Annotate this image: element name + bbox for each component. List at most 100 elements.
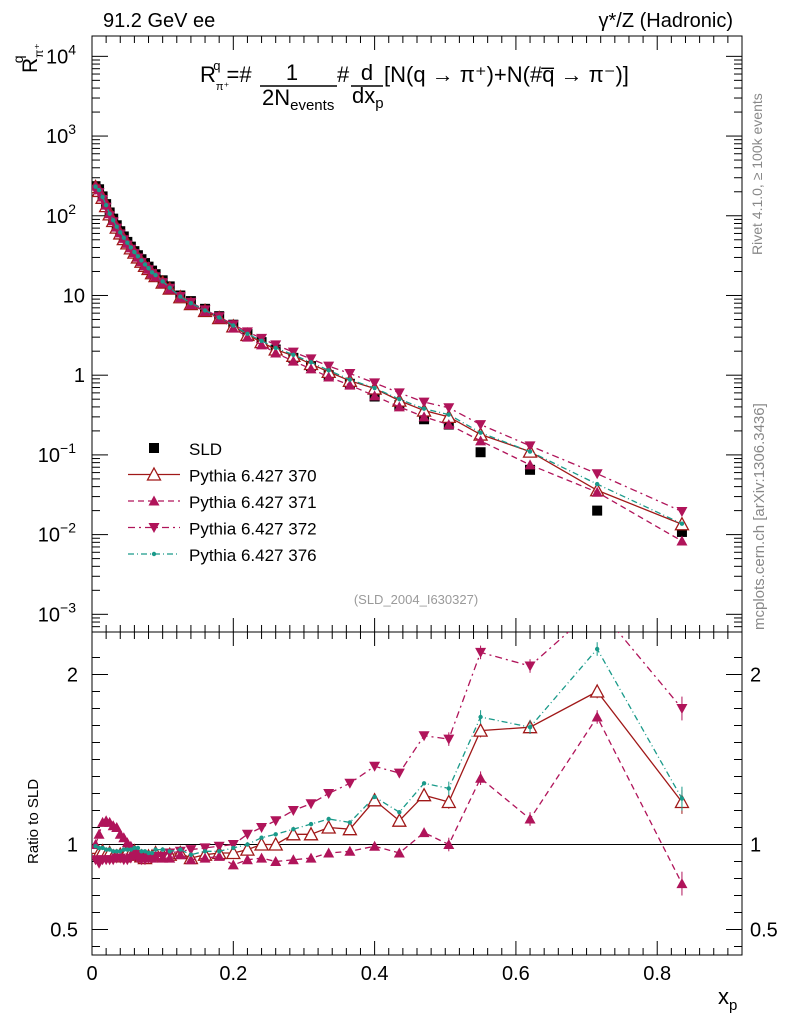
ratio-point: [157, 851, 169, 862]
data-point: [231, 323, 236, 328]
main-y-tick-label: 10−3: [38, 599, 76, 626]
ratio-point: [111, 822, 123, 832]
data-point: [128, 245, 134, 250]
data-point: [202, 308, 208, 313]
ratio-y-axis-label: Ratio to SLD: [25, 779, 42, 864]
tick-mantissa: 10: [38, 525, 60, 547]
ratio-point: [185, 845, 197, 856]
ratio-point: [342, 821, 358, 836]
ratio-point: [153, 847, 158, 852]
legend-marker: [149, 443, 159, 453]
ratio-point: [321, 819, 337, 834]
tick-mantissa: 10: [46, 126, 68, 148]
tick-mantissa: 1: [74, 365, 85, 387]
data-point: [135, 254, 141, 259]
legend-item: Pythia 6.427 372: [128, 520, 317, 539]
data-point: [287, 347, 299, 358]
data-point: [591, 486, 603, 497]
ratio-point: [589, 683, 605, 698]
legend-marker: [148, 523, 160, 533]
ratio-point: [103, 847, 109, 852]
ratio-point: [592, 602, 603, 612]
ratio-point: [367, 792, 383, 807]
ratio-point: [397, 810, 402, 815]
data-point: [97, 194, 109, 205]
data-point: [139, 258, 144, 263]
data-point: [524, 441, 536, 452]
data-point: [93, 188, 105, 199]
legend-label: SLD: [189, 440, 222, 459]
ratio-point: [213, 841, 225, 852]
x-tick-label: 0.4: [361, 963, 389, 985]
data-point: [475, 447, 486, 458]
data-point: [142, 262, 148, 267]
data-point: [259, 338, 264, 344]
title-frac1-num: 1: [286, 60, 298, 85]
data-point: [160, 279, 165, 284]
ratio-point: [93, 828, 105, 839]
series-pythia-6-427-371: [92, 180, 688, 546]
ratio-point: [142, 849, 148, 854]
data-point: [270, 340, 282, 351]
data-point: [676, 506, 688, 517]
ratio-point: [305, 799, 317, 810]
ratio-series-line: [95, 632, 683, 865]
data-point: [478, 430, 483, 435]
main-y-tick-label: 1: [74, 365, 85, 387]
ratio-point: [149, 850, 155, 856]
ratio-point: [287, 854, 299, 865]
ratio-point: [478, 714, 483, 720]
data-point: [125, 240, 130, 245]
title-frac2-den: dxp: [352, 83, 384, 112]
ratio-point: [676, 704, 688, 714]
legend-marker: [151, 551, 157, 557]
data-point: [418, 411, 430, 422]
legend-marker: [146, 466, 162, 481]
data-point: [93, 184, 98, 189]
ratio-point: [96, 845, 102, 851]
data-point: [592, 505, 603, 516]
ratio-y-tick-label-right: 1: [750, 835, 761, 857]
data-point: [393, 388, 405, 399]
x-tick-label: 0.2: [219, 963, 247, 985]
series-pythia-6-427-370: [92, 179, 690, 531]
ratio-point: [270, 816, 282, 827]
data-point: [344, 368, 356, 379]
analysis-id: (SLD_2004_I630327): [354, 592, 478, 607]
ratio-point: [202, 849, 208, 854]
ratio-point: [326, 816, 331, 822]
ratio-point: [441, 794, 457, 809]
series-pythia-6-427-372: [92, 184, 688, 517]
ratio-point: [291, 827, 296, 832]
data-point: [344, 379, 356, 390]
data-point: [527, 449, 533, 454]
ratio-point: [114, 849, 119, 854]
data-point: [443, 419, 455, 430]
ratio-point: [416, 787, 432, 802]
title-frac1-den: 2Nevents: [262, 85, 334, 114]
legend-item: Pythia 6.427 376: [128, 546, 317, 565]
series-pythia-6-427-376: [93, 184, 685, 526]
ratio-point: [421, 781, 427, 786]
ratio-point: [369, 761, 381, 772]
ratio-point: [305, 852, 317, 863]
energy-label: 91.2 GeV ee: [103, 10, 215, 32]
tick-exponent: −1: [60, 440, 76, 456]
ratio-point: [323, 847, 335, 858]
ratio-point: [591, 711, 603, 722]
ratio-point: [110, 849, 116, 854]
legend-label: Pythia 6.427 371: [189, 493, 317, 512]
ratio-point: [121, 847, 126, 852]
ratio-point: [225, 845, 241, 860]
ratio-point: [139, 849, 144, 854]
ratio-point: [93, 844, 98, 849]
tick-mantissa: 10: [63, 285, 85, 307]
main-y-tick-label: 103: [46, 121, 76, 148]
x-tick-label: 0.6: [502, 963, 530, 985]
title-frac2-num: d: [361, 60, 373, 85]
ylabel-sub: π⁺: [32, 43, 46, 58]
ratio-point: [167, 849, 172, 854]
data-point: [347, 377, 353, 382]
data-point: [369, 378, 381, 389]
ratio-series-pythia-6-427-376: [93, 642, 685, 857]
